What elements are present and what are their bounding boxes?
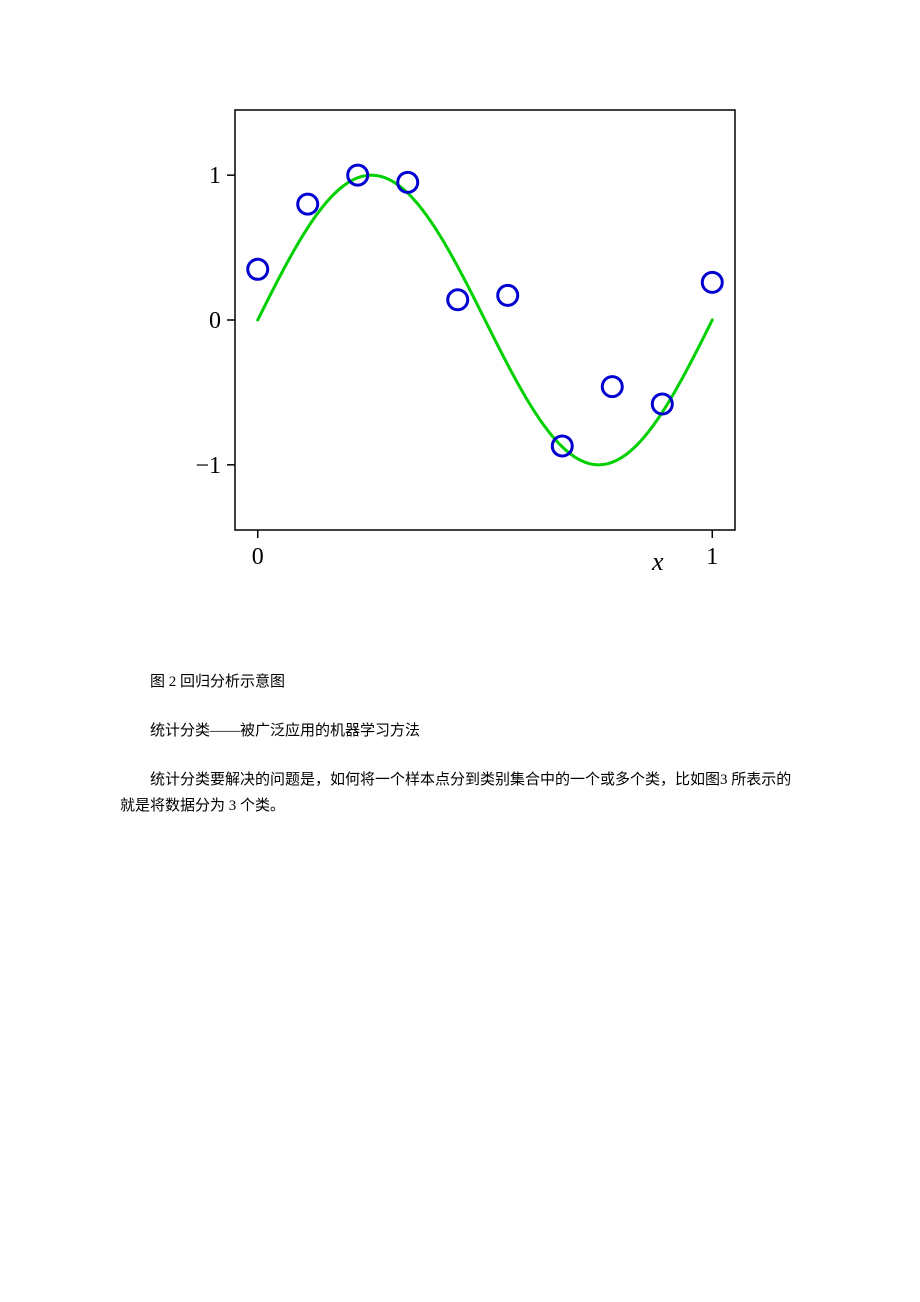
text-content: 图 2 回归分析示意图 统计分类——被广泛应用的机器学习方法 统计分类要解决的问… [120,670,800,819]
section-subtitle: 统计分类——被广泛应用的机器学习方法 [120,719,800,740]
svg-text:1: 1 [706,544,718,570]
svg-text:0: 0 [209,308,221,334]
svg-text:1: 1 [209,163,221,189]
regression-chart: −10101tx [195,100,755,600]
chart-svg: −10101tx [195,100,755,600]
svg-text:0: 0 [252,544,264,570]
body-paragraph: 统计分类要解决的问题是，如何将一个样本点分到类别集合中的一个或多个类，比如图3 … [120,768,800,819]
figure-caption: 图 2 回归分析示意图 [120,670,800,691]
svg-text:x: x [651,547,664,576]
svg-text:−1: −1 [195,453,221,479]
